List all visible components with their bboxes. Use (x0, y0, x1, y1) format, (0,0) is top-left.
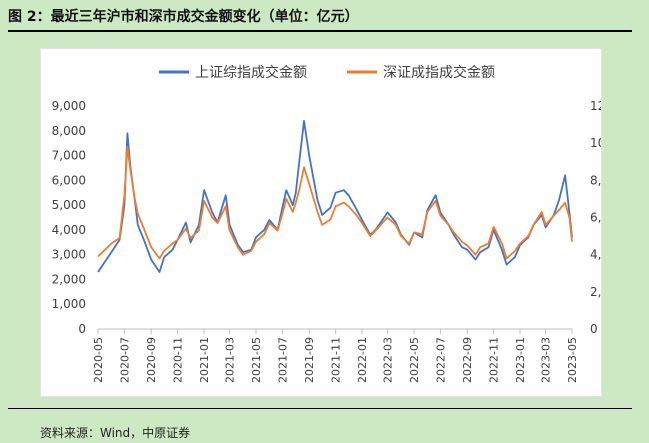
x-tick-label: 2022-01 (356, 337, 369, 383)
y-right-tick-label: 10,000 (590, 136, 601, 150)
x-tick-label: 2022-07 (434, 337, 447, 383)
y-left-tick-label: 1,000 (52, 297, 86, 311)
legend-label: 深证成指成交金额 (383, 64, 495, 81)
y-left-tick-label: 6,000 (52, 173, 86, 187)
x-tick-label: 2022-03 (382, 337, 395, 383)
source-rule (8, 408, 632, 409)
x-tick-label: 2021-07 (276, 337, 289, 383)
x-tick-label: 2020-07 (118, 337, 131, 383)
x-tick-label: 2021-11 (330, 337, 343, 383)
y-right-tick-label: 8,000 (590, 173, 601, 187)
title-rule (8, 30, 632, 32)
x-tick-label: 2023-03 (540, 337, 553, 383)
y-left-tick-label: 0 (78, 322, 86, 336)
x-tick-label: 2022-05 (408, 337, 421, 383)
x-tick-label: 2022-09 (461, 337, 474, 383)
y-left-tick-label: 5,000 (52, 198, 86, 212)
y-left-tick-label: 3,000 (52, 248, 86, 262)
y-left-tick-label: 2,000 (52, 272, 86, 286)
x-tick-label: 2023-01 (514, 337, 527, 383)
x-tick-label: 2022-11 (488, 337, 501, 383)
y-left-tick-label: 7,000 (52, 149, 86, 163)
y-left-tick-label: 9,000 (52, 99, 86, 113)
legend-label: 上证综指成交金额 (195, 64, 307, 81)
x-tick-label: 2021-09 (303, 337, 316, 383)
szse-turnover-line (97, 146, 573, 260)
x-tick-label: 2020-05 (92, 337, 105, 383)
y-right-tick-label: 2,000 (590, 285, 601, 299)
source-note: 资料来源：Wind，中原证券 (40, 426, 191, 440)
x-tick-label: 2023-05 (566, 337, 579, 383)
y-right-tick-label: 0 (590, 322, 598, 336)
x-tick-label: 2021-01 (198, 337, 211, 383)
x-tick-label: 2021-05 (250, 337, 263, 383)
x-tick-label: 2020-11 (172, 337, 185, 383)
y-right-tick-label: 12,000 (590, 99, 601, 113)
x-tick-label: 2021-03 (224, 337, 237, 383)
y-right-tick-label: 4,000 (590, 248, 601, 262)
chart-panel: 0 1,000 2,000 3,000 4,000 5,000 6,000 7,000 8,00… (40, 48, 602, 397)
y-right-tick-label: 6,000 (590, 211, 601, 225)
x-tick-label: 2020-09 (145, 337, 158, 383)
sse-turnover-line (97, 120, 573, 273)
y-left-tick-label: 8,000 (52, 124, 86, 138)
y-left-tick-label: 4,000 (52, 223, 86, 237)
turnover-line-chart: 0 1,000 2,000 3,000 4,000 5,000 6,000 7,000 8,00… (52, 64, 601, 383)
figure-title: 图 2：最近三年沪市和深市成交金额变化（单位：亿元） (8, 9, 359, 25)
